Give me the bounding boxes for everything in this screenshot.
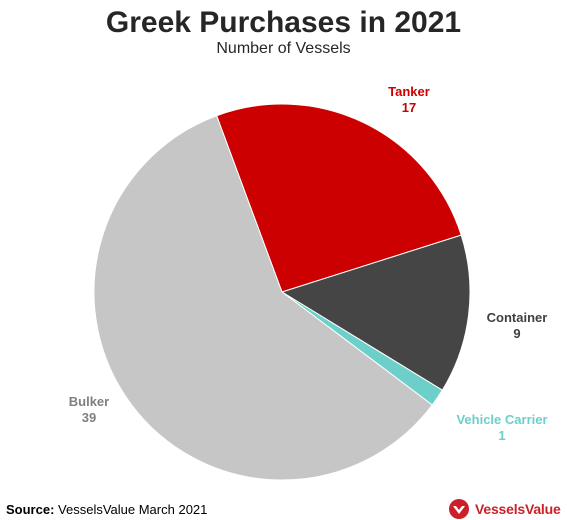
source-label: Source:	[6, 502, 55, 517]
slice-value-bulker: 39	[82, 410, 96, 425]
slice-label-container: Container	[487, 310, 548, 325]
pie-slice-tanker	[216, 103, 462, 293]
pie-slice-container	[280, 234, 471, 391]
source-text: VesselsValue March 2021	[58, 502, 208, 517]
slice-value-container: 9	[513, 326, 520, 341]
slice-label-tanker: Tanker	[388, 84, 430, 99]
source-note: Source: VesselsValue March 2021	[6, 502, 207, 517]
brand-name: VesselsValue	[475, 501, 561, 517]
chart-subtitle: Number of Vessels	[216, 40, 351, 57]
pie-slice-bulker	[93, 115, 433, 481]
slice-value-tanker: 17	[402, 100, 416, 115]
slice-value-vehicle-carrier: 1	[498, 428, 505, 443]
chart-title: Greek Purchases in 2021	[105, 6, 462, 39]
vesselsvalue-logo-icon	[449, 499, 469, 519]
slice-label-bulker: Bulker	[69, 394, 109, 409]
slice-label-vehicle-carrier: Vehicle Carrier	[456, 412, 547, 427]
brand-logo: VesselsValue	[448, 498, 561, 520]
